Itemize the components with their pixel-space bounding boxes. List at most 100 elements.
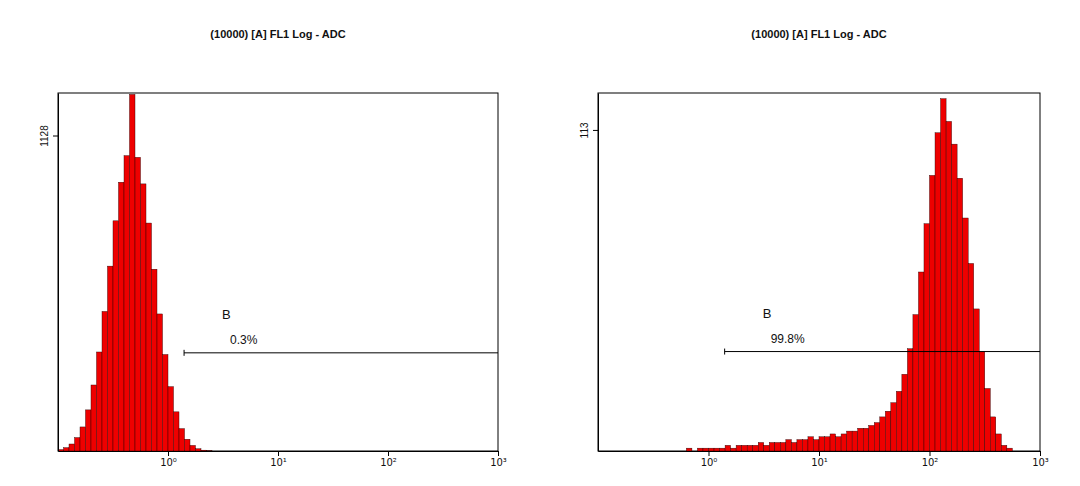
histogram-bar: [217, 451, 223, 452]
histogram-bar: [465, 451, 470, 452]
histogram-bar: [130, 94, 135, 451]
histogram-bar: [681, 451, 687, 452]
histogram-bar: [896, 391, 902, 451]
histogram-bar: [317, 451, 322, 452]
histogram-bar: [615, 451, 621, 452]
histogram-bar: [742, 445, 748, 451]
gate-end: [184, 350, 185, 356]
gate-name: B: [222, 307, 231, 322]
histogram-bar: [1023, 451, 1029, 452]
histogram-bar: [399, 451, 405, 452]
histogram-bar: [979, 352, 985, 451]
histogram-bar: [261, 451, 267, 452]
histogram-bar: [146, 223, 151, 451]
histogram-bar: [350, 451, 355, 452]
x-tick: 10¹: [270, 451, 287, 468]
histogram-bar: [604, 451, 610, 452]
x-tick-label: 10⁰: [160, 457, 177, 468]
x-tick-label: 10¹: [811, 457, 828, 468]
x-tick: 10²: [380, 451, 397, 468]
histogram-bar: [437, 451, 443, 452]
histogram-bar: [797, 440, 803, 451]
histogram-bar: [311, 451, 317, 452]
x-axis: 10⁰10¹10²10³: [599, 451, 1049, 468]
histogram: [58, 94, 212, 451]
histogram-bar: [930, 175, 936, 451]
histogram-bar: [97, 352, 102, 451]
histogram-bar: [185, 439, 190, 451]
histogram-bar: [780, 442, 786, 451]
x-tick-mark: [278, 451, 279, 456]
x-tick: 10²: [922, 451, 939, 468]
histogram-bar: [113, 221, 119, 451]
histogram-bar: [990, 417, 996, 451]
y-axis-line: [598, 94, 599, 452]
histogram-bar: [377, 451, 383, 452]
x-tick-label: 10⁰: [701, 457, 718, 468]
histogram-bar: [124, 156, 130, 451]
histogram-bar: [322, 451, 327, 452]
histogram-bar: [157, 314, 163, 451]
histogram-bar: [295, 451, 300, 452]
histogram-bar: [405, 451, 410, 452]
chart-title: (10000) [A] FL1 Log - ADC: [210, 28, 345, 40]
x-tick-mark: [168, 451, 169, 456]
histogram-bar: [924, 224, 930, 451]
histogram-bar: [769, 442, 775, 451]
histogram-bar: [703, 448, 709, 451]
histogram-bar: [985, 388, 991, 451]
histogram-bar: [1012, 451, 1018, 452]
histogram-bar: [686, 448, 692, 451]
histogram-bar: [393, 451, 399, 452]
histogram-bar: [75, 438, 80, 451]
histogram-bar: [448, 451, 454, 452]
histogram-bar: [201, 450, 207, 451]
histogram-bar: [847, 431, 853, 451]
histogram-bar: [714, 448, 720, 451]
histogram-bar: [913, 315, 919, 451]
histogram-bar: [1034, 451, 1040, 452]
gate-line: [184, 352, 498, 353]
x-tick-label: 10¹: [270, 457, 287, 468]
histogram-bar: [952, 144, 958, 451]
gate: B 0.3%: [184, 307, 498, 356]
histogram-bar: [637, 451, 643, 452]
gate-line: [725, 351, 1040, 352]
histogram-bar: [642, 451, 648, 452]
histogram-bar: [620, 451, 626, 452]
histogram-bar: [907, 349, 913, 451]
gate-label: 0.3%: [230, 333, 258, 347]
histogram-bar: [825, 437, 831, 451]
histogram-bar: [664, 451, 670, 452]
histogram-bar: [179, 429, 185, 451]
histogram-bar: [709, 448, 715, 451]
histogram-bar: [91, 385, 97, 451]
histogram-bar: [996, 434, 1002, 451]
histogram-bar: [338, 451, 344, 452]
y-tick: 1128: [39, 125, 58, 147]
histogram-bar: [190, 445, 195, 451]
histogram-bar: [802, 440, 808, 451]
histogram-bar: [432, 451, 437, 452]
histogram-bar: [791, 442, 797, 451]
histogram-bar: [427, 451, 432, 452]
histogram-bar: [764, 445, 770, 451]
histogram-bar: [283, 451, 289, 452]
histogram-bar: [234, 451, 240, 452]
histogram-bar: [470, 451, 476, 452]
histogram-bar: [333, 451, 339, 452]
x-tick: 10³: [490, 451, 507, 468]
histogram-bar: [858, 428, 864, 451]
histogram-bar: [885, 411, 891, 451]
y-axis: 1128: [39, 94, 59, 452]
y-axis: 113: [579, 94, 599, 452]
histogram-bar: [819, 437, 825, 451]
histogram-bar: [327, 451, 333, 452]
histogram-bar: [670, 451, 676, 452]
x-tick: 10⁰: [701, 451, 718, 468]
histogram-bar: [163, 355, 168, 451]
histogram-bar: [223, 451, 229, 452]
histogram-bar: [836, 437, 842, 451]
histogram-bar: [371, 451, 377, 452]
histogram-bar: [102, 311, 107, 451]
